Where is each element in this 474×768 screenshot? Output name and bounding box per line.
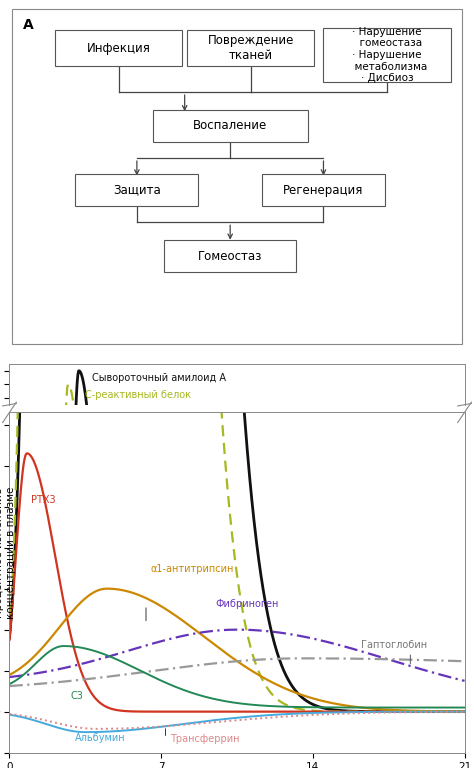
FancyBboxPatch shape	[153, 110, 308, 142]
Text: Фибриноген: Фибриноген	[215, 599, 279, 609]
FancyBboxPatch shape	[75, 174, 198, 207]
Text: Воспаление: Воспаление	[193, 120, 267, 133]
Text: Регенерация: Регенерация	[283, 184, 364, 197]
FancyBboxPatch shape	[323, 28, 451, 82]
Text: Гаптоглобин: Гаптоглобин	[361, 640, 427, 650]
Text: · Нарушение
  гомеостаза
· Нарушение
  метаболизма
· Дисбиоз: · Нарушение гомеостаза · Нарушение метаб…	[347, 27, 427, 83]
Text: Повреждение
тканей: Повреждение тканей	[208, 35, 294, 62]
Text: РТХ3: РТХ3	[31, 495, 56, 505]
Text: Гомеостаз: Гомеостаз	[198, 250, 263, 263]
Text: С-реактивный белок: С-реактивный белок	[85, 390, 191, 400]
Text: Инфекция: Инфекция	[87, 41, 151, 55]
Text: Процентное изменение
концентрации в плазме: Процентное изменение концентрации в плаз…	[0, 487, 16, 619]
FancyBboxPatch shape	[164, 240, 296, 272]
FancyBboxPatch shape	[55, 31, 182, 66]
Text: Защита: Защита	[113, 184, 161, 197]
Text: Сывороточный амилоид А: Сывороточный амилоид А	[92, 372, 226, 382]
FancyBboxPatch shape	[187, 31, 314, 66]
Text: Альбумин: Альбумин	[74, 733, 125, 743]
Text: А: А	[23, 18, 34, 31]
Text: С3: С3	[70, 691, 83, 701]
Text: α1-антитрипсин: α1-антитрипсин	[150, 564, 234, 574]
FancyBboxPatch shape	[262, 174, 385, 207]
Text: Трансферрин: Трансферрин	[170, 734, 239, 744]
